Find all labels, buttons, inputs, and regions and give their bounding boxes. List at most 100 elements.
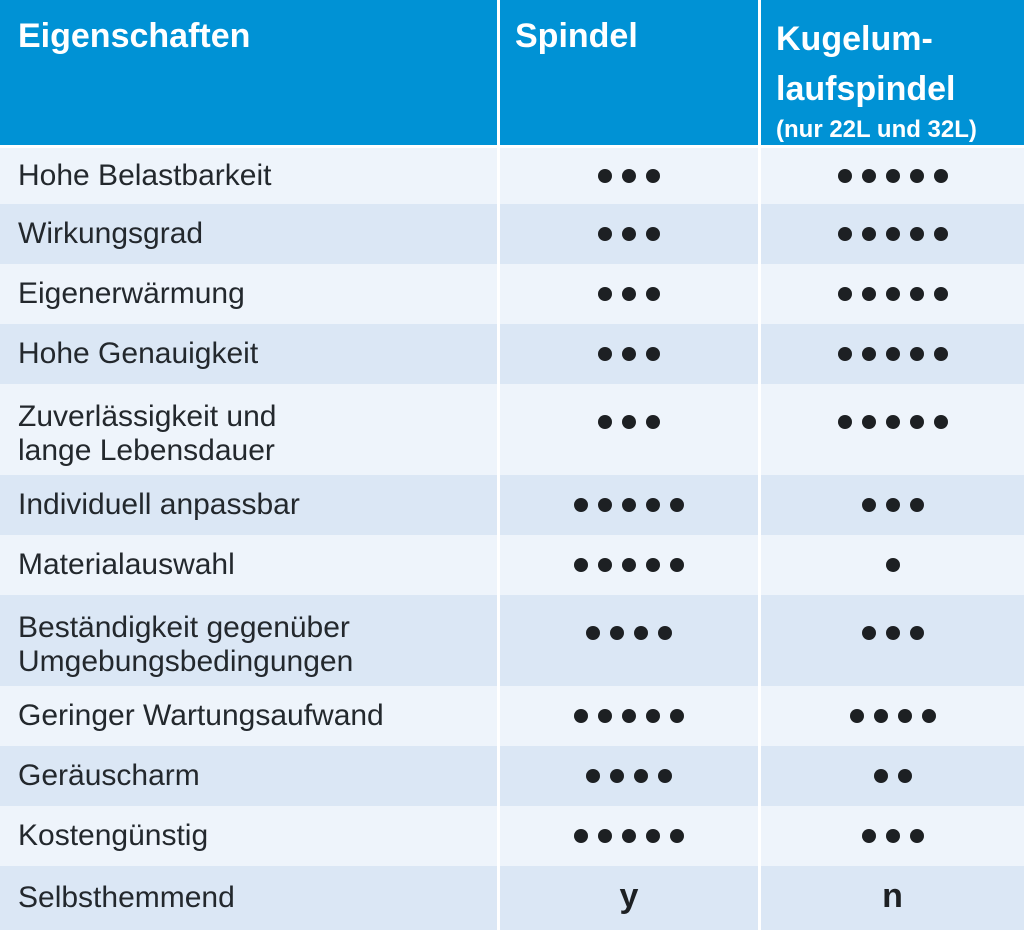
rating-dot xyxy=(586,769,600,783)
row-label: Materialauswahl xyxy=(0,535,497,595)
rating-dot xyxy=(598,415,612,429)
rating-dot xyxy=(598,498,612,512)
rating-dot xyxy=(622,169,636,183)
table-row: Materialauswahl xyxy=(0,535,1024,595)
rating-dot xyxy=(837,415,852,429)
header-kugel-line2: laufspindel xyxy=(776,70,956,108)
rating-dot xyxy=(849,709,864,723)
row-label-line: Kostengünstig xyxy=(18,819,209,852)
row-label-line: Geräuscharm xyxy=(18,759,200,792)
kugel-cell xyxy=(758,475,1024,535)
kugel-cell xyxy=(758,595,1024,686)
rating-dot xyxy=(897,769,912,783)
row-label: Wirkungsgrad xyxy=(0,204,497,264)
rating-dot xyxy=(885,347,900,361)
kugel-cell xyxy=(758,148,1024,204)
kugel-cell xyxy=(758,204,1024,264)
rating-dot xyxy=(861,227,876,241)
rating-dot xyxy=(646,498,660,512)
rating-dot xyxy=(622,558,636,572)
kugel-cell xyxy=(758,264,1024,324)
rating-dot xyxy=(861,415,876,429)
spindel-cell xyxy=(497,595,758,686)
rating-dot xyxy=(885,829,900,843)
rating-dot xyxy=(622,498,636,512)
value-text: y xyxy=(619,877,639,915)
row-label: Zuverlässigkeit und lange Lebensdauer xyxy=(0,384,497,475)
rating-dot xyxy=(646,558,660,572)
row-label-line: Hohe Belastbarkeit xyxy=(18,159,272,192)
rating-dot xyxy=(646,709,660,723)
row-label-line: lange Lebensdauer xyxy=(18,433,275,467)
rating-dot xyxy=(861,287,876,301)
kugel-cell xyxy=(758,746,1024,806)
table-row: Geringer Wartungsaufwand xyxy=(0,686,1024,746)
rating-dot xyxy=(646,287,660,301)
rating-dot xyxy=(837,287,852,301)
rating-dot xyxy=(622,829,636,843)
row-label: Geringer Wartungsaufwand xyxy=(0,686,497,746)
header-eigenschaften-label: Eigenschaften xyxy=(18,17,251,55)
row-label: Hohe Belastbarkeit xyxy=(0,148,497,204)
header-kugel-line1: Kugelum- xyxy=(776,20,933,58)
rating-dot xyxy=(670,709,684,723)
rating-dot xyxy=(574,709,588,723)
rating-dot xyxy=(837,347,852,361)
kugel-cell xyxy=(758,324,1024,384)
rating-dot xyxy=(933,347,948,361)
table-row: Eigenerwärmung xyxy=(0,264,1024,324)
rating-dot xyxy=(610,626,624,640)
spindel-cell xyxy=(497,324,758,384)
spindel-cell xyxy=(497,746,758,806)
rating-dot xyxy=(598,227,612,241)
row-label: Selbsthemmend xyxy=(0,866,497,930)
rating-dot xyxy=(933,415,948,429)
value-text: n xyxy=(882,877,903,915)
rating-dot xyxy=(646,347,660,361)
spindel-cell xyxy=(497,148,758,204)
header-kugelumlaufspindel: Kugelum- laufspindel (nur 22L und 32L) xyxy=(758,0,1024,145)
header-spindel-label: Spindel xyxy=(515,17,638,55)
rating-dot xyxy=(909,829,924,843)
rating-dot xyxy=(885,169,900,183)
spindel-cell xyxy=(497,686,758,746)
header-eigenschaften: Eigenschaften xyxy=(0,0,497,145)
row-label-line: Selbsthemmend xyxy=(18,881,235,914)
rating-dot xyxy=(634,769,648,783)
row-label-line: Zuverlässigkeit und xyxy=(18,399,277,433)
rating-dot xyxy=(897,709,912,723)
rating-dot xyxy=(861,626,876,640)
table-row: Hohe Genauigkeit xyxy=(0,324,1024,384)
header-spindel: Spindel xyxy=(497,0,758,145)
table-row: Zuverlässigkeit und lange Lebensdauer xyxy=(0,384,1024,475)
rating-dot xyxy=(885,626,900,640)
kugel-cell xyxy=(758,806,1024,866)
rating-dot xyxy=(598,709,612,723)
row-label: Geräuscharm xyxy=(0,746,497,806)
table-row: Kostengünstig xyxy=(0,806,1024,866)
table-row: Wirkungsgrad xyxy=(0,204,1024,264)
rating-dot xyxy=(885,227,900,241)
rating-dot xyxy=(598,347,612,361)
rating-dot xyxy=(885,415,900,429)
rating-dot xyxy=(909,227,924,241)
rating-dot xyxy=(646,829,660,843)
table-header: Eigenschaften Spindel Kugelum- laufspind… xyxy=(0,0,1024,148)
rating-dot xyxy=(622,709,636,723)
rating-dot xyxy=(861,829,876,843)
rating-dot xyxy=(861,498,876,512)
spindel-cell xyxy=(497,535,758,595)
rating-dot xyxy=(574,829,588,843)
row-label: Eigenerwärmung xyxy=(0,264,497,324)
rating-dot xyxy=(909,626,924,640)
spindel-cell xyxy=(497,204,758,264)
rating-dot xyxy=(658,626,672,640)
rating-dot xyxy=(909,287,924,301)
spindel-cell: y xyxy=(497,866,758,930)
rating-dot xyxy=(574,558,588,572)
row-label-line: Materialauswahl xyxy=(18,548,235,581)
rating-dot xyxy=(598,558,612,572)
table-row: Beständigkeit gegenüber Umgebungsbedingun… xyxy=(0,595,1024,686)
rating-dot xyxy=(574,498,588,512)
